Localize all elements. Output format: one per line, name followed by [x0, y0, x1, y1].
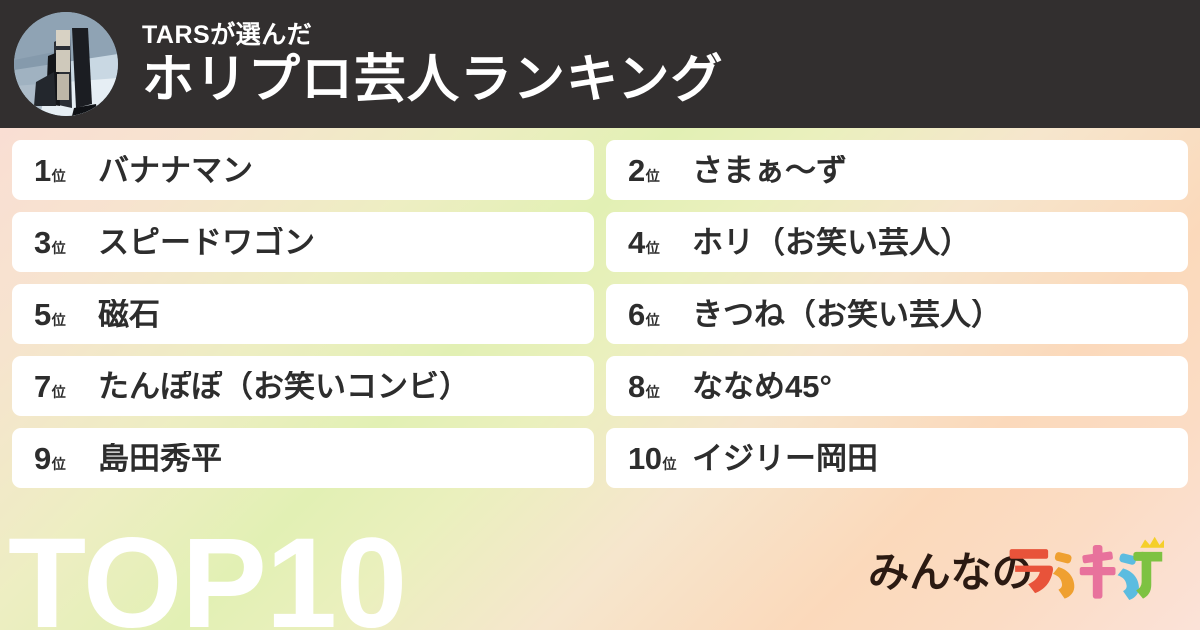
rank-number: 8 [628, 368, 645, 404]
rank-number: 2 [628, 152, 645, 188]
brand-logo[interactable]: みんなの [868, 534, 1164, 600]
rank-unit: 位 [51, 239, 66, 256]
rank-number-group: 8 位 [628, 371, 690, 402]
rank-unit: 位 [645, 239, 660, 256]
rank-number: 9 [34, 440, 51, 476]
rank-unit: 位 [51, 455, 66, 472]
ranking-list: 1 位 バナナマン 2 位 さまぁ〜ず 3 位 スピードワゴン 4 位 ホリ [12, 140, 1188, 488]
rank-unit: 位 [662, 455, 677, 472]
rank-card-9[interactable]: 9 位 島田秀平 [12, 428, 594, 488]
rank-number-group: 4 位 [628, 227, 690, 258]
rank-name: 磁石 [98, 298, 160, 330]
rank-number-group: 3 位 [34, 227, 96, 258]
tars-robot-photo-avatar [14, 12, 118, 116]
rank-number-group: 10 位 [628, 443, 690, 474]
rank-number-group: 1 位 [34, 155, 96, 186]
logo-char-n2 [1117, 553, 1140, 600]
minna-no-ranking-logo-icon: みんなの [868, 536, 1164, 600]
header-subtitle: TARSが選んだ [142, 20, 313, 49]
rank-card-5[interactable]: 5 位 磁石 [12, 284, 594, 344]
rank-number-group: 9 位 [34, 443, 96, 474]
header-bar: TARSが選んだ ホリプロ芸人ランキング [0, 0, 1200, 128]
rank-card-4[interactable]: 4 位 ホリ（お笑い芸人） [606, 212, 1188, 272]
rank-name: さまぁ〜ず [692, 154, 847, 186]
rank-name: 島田秀平 [98, 442, 222, 474]
top10-watermark: TOP10 [8, 512, 407, 630]
rank-card-6[interactable]: 6 位 きつね（お笑い芸人） [606, 284, 1188, 344]
rank-name: イジリー岡田 [692, 442, 878, 474]
rank-name: ななめ45° [692, 370, 832, 402]
rank-name: ホリ（お笑い芸人） [692, 226, 971, 258]
avatar [14, 12, 118, 116]
rank-card-10[interactable]: 10 位 イジリー岡田 [606, 428, 1188, 488]
crown-icon [1140, 536, 1164, 548]
rank-number-group: 5 位 [34, 299, 96, 330]
rank-unit: 位 [51, 383, 66, 400]
rank-number: 1 [34, 152, 51, 188]
rank-card-1[interactable]: 1 位 バナナマン [12, 140, 594, 200]
rank-card-3[interactable]: 3 位 スピードワゴン [12, 212, 594, 272]
rank-number-group: 6 位 [628, 299, 690, 330]
rank-unit: 位 [51, 311, 66, 328]
logo-char-ra [1010, 549, 1054, 594]
page-title: ホリプロ芸人ランキング [142, 50, 724, 109]
rank-number: 6 [628, 296, 645, 332]
rank-number-group: 7 位 [34, 371, 96, 402]
rank-card-7[interactable]: 7 位 たんぽぽ（お笑いコンビ） [12, 356, 594, 416]
rank-number: 5 [34, 296, 51, 332]
rank-name: バナナマン [98, 154, 253, 186]
rank-name: きつね（お笑い芸人） [692, 298, 1002, 330]
rank-name: たんぽぽ（お笑いコンビ） [98, 370, 470, 402]
logo-char-gu [1133, 551, 1163, 599]
rank-card-2[interactable]: 2 位 さまぁ〜ず [606, 140, 1188, 200]
rank-number-group: 2 位 [628, 155, 690, 186]
rank-unit: 位 [645, 311, 660, 328]
rank-unit: 位 [51, 167, 66, 184]
rank-unit: 位 [645, 167, 660, 184]
rank-number: 3 [34, 224, 51, 260]
logo-dark-text: みんなの [868, 549, 1033, 595]
rank-card-8[interactable]: 8 位 ななめ45° [606, 356, 1188, 416]
logo-char-n1 [1053, 552, 1075, 599]
header-text: TARSが選んだ ホリプロ芸人ランキング [142, 20, 724, 109]
rank-number: 7 [34, 368, 51, 404]
rank-unit: 位 [645, 383, 660, 400]
rank-number: 4 [628, 224, 645, 260]
rank-number: 10 [628, 440, 662, 476]
rank-name: スピードワゴン [98, 226, 315, 258]
logo-char-ki [1080, 545, 1116, 599]
